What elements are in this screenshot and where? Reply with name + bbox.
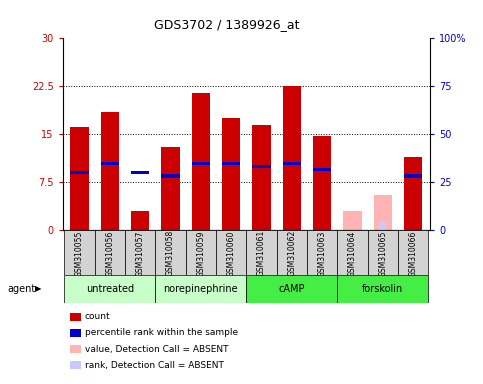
Bar (185, 230, 216, 275)
Text: norepinephrine: norepinephrine (164, 284, 238, 294)
Bar (379, 221, 386, 230)
Text: GSM310059: GSM310059 (196, 230, 205, 276)
Bar (246, 275, 337, 303)
Text: count: count (85, 312, 110, 321)
Text: GSM310066: GSM310066 (409, 230, 418, 276)
Bar (277, 230, 307, 275)
Text: GSM310064: GSM310064 (348, 230, 357, 276)
Bar (283, 162, 301, 165)
Text: GSM310065: GSM310065 (378, 230, 387, 276)
Bar (222, 162, 240, 165)
Bar (398, 230, 428, 275)
Bar (156, 275, 246, 303)
Bar (313, 136, 331, 230)
Bar (253, 165, 270, 168)
Text: GSM310055: GSM310055 (75, 230, 84, 276)
Bar (374, 195, 392, 230)
Bar (156, 230, 185, 275)
Bar (368, 230, 398, 275)
Text: GDS3702 / 1389926_at: GDS3702 / 1389926_at (154, 18, 300, 31)
Text: GSM310057: GSM310057 (136, 230, 144, 276)
Text: ▶: ▶ (35, 284, 42, 293)
Bar (64, 230, 95, 275)
Bar (404, 174, 422, 177)
Bar (131, 211, 149, 230)
Bar (101, 112, 119, 230)
Text: GSM310056: GSM310056 (105, 230, 114, 276)
Bar (337, 230, 368, 275)
Text: GSM310058: GSM310058 (166, 230, 175, 276)
Text: rank, Detection Call = ABSENT: rank, Detection Call = ABSENT (85, 361, 224, 370)
Bar (125, 230, 156, 275)
Text: GSM310061: GSM310061 (257, 230, 266, 276)
Text: agent: agent (7, 284, 35, 294)
Text: forskolin: forskolin (362, 284, 403, 294)
Bar (313, 168, 331, 171)
Text: untreated: untreated (86, 284, 134, 294)
Bar (71, 127, 88, 230)
Bar (95, 230, 125, 275)
Bar (216, 230, 246, 275)
Bar (222, 118, 240, 230)
Bar (283, 86, 301, 230)
Text: percentile rank within the sample: percentile rank within the sample (85, 328, 238, 338)
Bar (404, 157, 422, 230)
Text: value, Detection Call = ABSENT: value, Detection Call = ABSENT (85, 344, 228, 354)
Bar (192, 162, 210, 165)
Text: cAMP: cAMP (279, 284, 305, 294)
Bar (192, 93, 210, 230)
Text: GSM310063: GSM310063 (318, 230, 327, 276)
Bar (246, 230, 277, 275)
Bar (131, 171, 149, 174)
Bar (253, 125, 270, 230)
Bar (337, 275, 428, 303)
Bar (343, 211, 362, 230)
Bar (161, 174, 180, 177)
Bar (101, 162, 119, 165)
Bar (64, 275, 156, 303)
Text: GSM310062: GSM310062 (287, 230, 297, 276)
Bar (71, 171, 88, 174)
Bar (161, 147, 180, 230)
Bar (307, 230, 337, 275)
Text: GSM310060: GSM310060 (227, 230, 236, 276)
